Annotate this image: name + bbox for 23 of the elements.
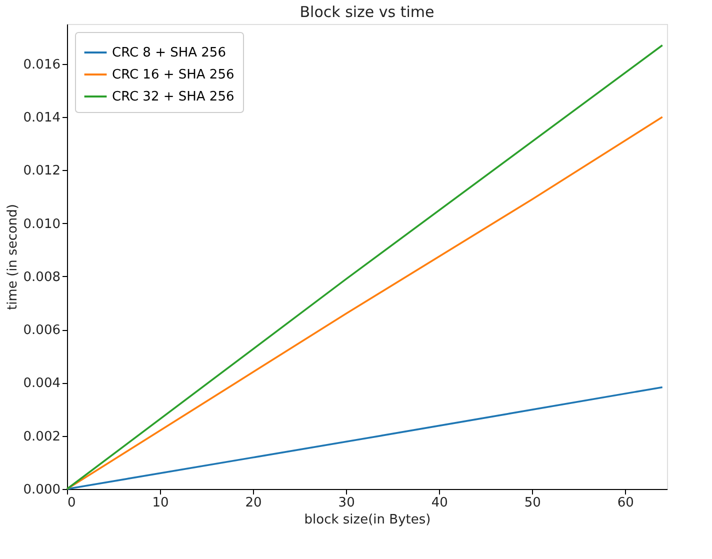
y-tick-label: 0.000 xyxy=(23,482,60,498)
x-tick-label: 30 xyxy=(338,496,355,510)
y-tick-label: 0.014 xyxy=(23,110,60,126)
legend-label: CRC 8 + SHA 256 xyxy=(112,46,226,60)
x-tick-label: 50 xyxy=(524,496,541,510)
y-tick-label: 0.004 xyxy=(23,376,60,392)
x-tick-label: 0 xyxy=(68,496,76,510)
y-tick-label: 0.006 xyxy=(23,323,60,338)
y-tick-label: 0.012 xyxy=(23,164,60,179)
y-tick-label: 0.010 xyxy=(23,216,60,232)
chart-title: Block size vs time xyxy=(300,3,434,21)
x-tick-label: 20 xyxy=(245,496,262,510)
y-axis-title: time (in second) xyxy=(5,204,20,310)
y-tick-label: 0.002 xyxy=(23,429,60,444)
x-tick-label: 10 xyxy=(152,496,169,510)
legend-label: CRC 32 + SHA 256 xyxy=(112,90,234,104)
y-tick-label: 0.016 xyxy=(23,57,60,72)
legend-label: CRC 16 + SHA 256 xyxy=(112,68,234,82)
y-tick-label: 0.008 xyxy=(23,270,60,285)
x-tick-label: 40 xyxy=(431,496,448,510)
x-tick-label: 60 xyxy=(617,496,634,510)
line-series xyxy=(66,116,664,490)
x-axis-title: block size(in Bytes) xyxy=(304,512,431,528)
